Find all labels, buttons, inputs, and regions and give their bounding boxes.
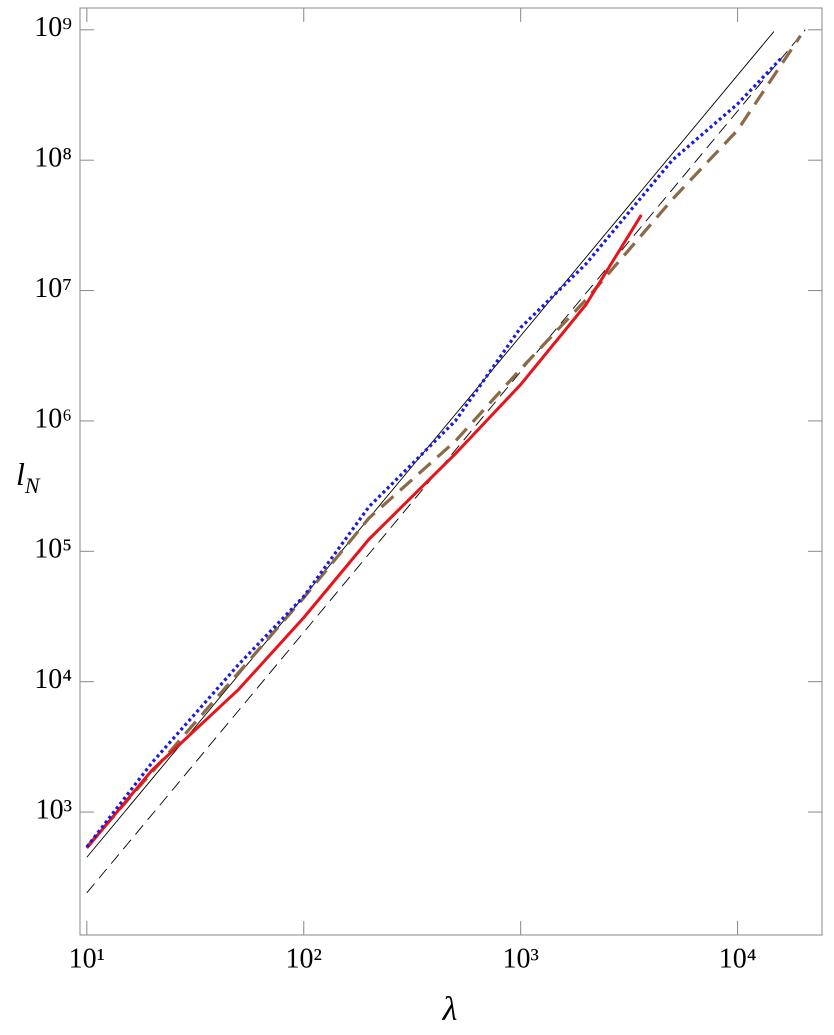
y-tick-label: 10⁵ xyxy=(34,534,72,565)
x-tick-label: 10¹ xyxy=(69,943,105,974)
x-axis-title: λ xyxy=(442,991,458,1028)
x-tick-label: 10³ xyxy=(502,943,538,974)
y-axis-title: lN xyxy=(16,456,41,498)
y-tick-label: 10⁸ xyxy=(34,143,72,174)
series-line xyxy=(85,34,802,848)
y-tick-label: 10³ xyxy=(36,794,72,825)
y-axis-title-main: l xyxy=(16,456,25,492)
y-tick-label: 10⁶ xyxy=(34,403,72,434)
y-tick-label: 10⁷ xyxy=(34,273,72,304)
series-line xyxy=(85,214,643,849)
x-tick-label: 10² xyxy=(286,943,322,974)
series-line xyxy=(85,57,782,848)
y-tick-label: 10⁴ xyxy=(34,664,72,695)
plot-frame xyxy=(79,7,823,936)
y-axis-title-sub: N xyxy=(24,473,41,498)
x-tick-label: 10⁴ xyxy=(719,943,757,974)
y-tick-label: 10⁹ xyxy=(34,12,72,43)
